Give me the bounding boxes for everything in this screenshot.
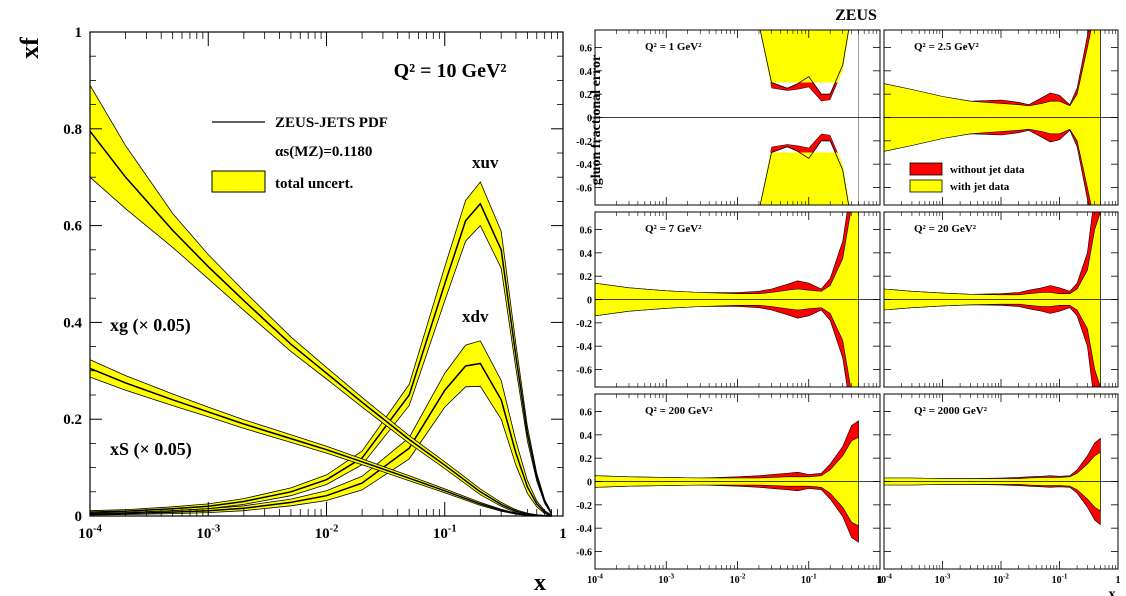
panel-x-tick-label: 10-2 [730, 573, 746, 587]
left-x-tick-label: 10-1 [433, 523, 457, 542]
left-y-axis-label: xf [15, 37, 44, 59]
left-x-tick-label: 10-3 [196, 523, 220, 542]
panel-y-tick-label: 0 [587, 478, 592, 489]
panel-x-tick-label: 10-2 [993, 573, 1009, 587]
panel-plot-area [595, 30, 859, 205]
panel-y-tick-label: 0.2 [580, 454, 593, 465]
panel-x-tick-label: 10-4 [876, 573, 892, 587]
panel-y-tick-label: 0.2 [580, 90, 593, 101]
panel-y-tick-label: 0.4 [580, 249, 593, 260]
panel-y-tick-label: -0.4 [576, 342, 592, 353]
left-x-tick-label: 10-4 [78, 523, 102, 542]
left-y-tick-label: 0.2 [63, 412, 82, 428]
panel-y-tick-label: 0 [587, 114, 592, 125]
left-x-tick-label: 1 [559, 526, 567, 542]
left-y-tick-label: 0 [75, 509, 83, 525]
series-label-xuv: xuv [472, 153, 499, 172]
panel-x-tick-label: 1 [878, 575, 883, 586]
panel-q2-label: Q² = 20 GeV² [914, 223, 977, 235]
panel-q2-label: Q² = 2.5 GeV² [914, 41, 980, 53]
legend-line-label: ZEUS-JETS PDF [275, 115, 388, 131]
series-label-xg: xg (× 0.05) [110, 315, 191, 336]
panel-y-tick-label: -0.4 [576, 524, 592, 535]
right-title: ZEUS [835, 7, 877, 24]
panel-y-tick-label: -0.2 [576, 137, 592, 148]
panel-y-tick-label: -0.2 [576, 501, 592, 512]
legend-without-swatch [909, 162, 943, 176]
panel-y-tick-label: 0.6 [580, 408, 593, 419]
without-upper-edge [759, 30, 850, 95]
left-x-axis-label: x [534, 570, 546, 596]
series-label-xs: xS (× 0.05) [110, 439, 192, 460]
panel-y-tick-label: 0.6 [580, 44, 593, 55]
without-lower-edge [759, 140, 850, 205]
panel-y-tick-label: -0.6 [576, 184, 592, 195]
panel-q2-label: Q² = 200 GeV² [645, 405, 713, 417]
panel-q2-label: Q² = 2000 GeV² [914, 405, 988, 417]
panel-x-tick-label: 10-3 [935, 573, 951, 587]
left-y-tick-label: 0.8 [63, 122, 82, 138]
panel-y-tick-label: -0.2 [576, 319, 592, 330]
panel-y-tick-label: 0.6 [580, 226, 593, 237]
right-x-axis-label: x [1109, 587, 1116, 596]
panel-x-tick-label: 10-1 [1052, 573, 1068, 587]
left-y-tick-label: 0.6 [63, 219, 82, 235]
panel-y-tick-label: 0.2 [580, 272, 593, 283]
panel-y-tick-label: 0.4 [580, 431, 593, 442]
panel-q2-label: Q² = 1 GeV² [645, 41, 702, 53]
band-upper-edge-0 [89, 181, 552, 513]
legend-without-label: without jet data [950, 164, 1025, 176]
left-y-tick-label: 0.4 [63, 315, 82, 331]
band-upper-edge-1 [89, 340, 552, 516]
legend-with-swatch [909, 179, 943, 193]
panel-y-tick-label: -0.4 [576, 160, 592, 171]
panel-y-tick-label: -0.6 [576, 366, 592, 377]
panel-x-tick-label: 10-3 [658, 573, 674, 587]
panel-x-tick-label: 10-4 [587, 573, 603, 587]
band-upper-edge-2 [89, 84, 552, 517]
series-line-0 [89, 202, 553, 514]
right-y-axis-label: gluon fractional error [589, 55, 604, 185]
legend-alpha-label: αs(MZ)=0.1180 [275, 144, 372, 160]
panel-y-tick-label: 0 [587, 296, 592, 307]
left-y-tick-label: 1 [75, 25, 83, 41]
panel-q2-label: Q² = 7 GeV² [645, 223, 702, 235]
panel-x-tick-label: 10-1 [801, 573, 817, 587]
panel-y-tick-label: 0.4 [580, 67, 593, 78]
band-lower-edge-1 [89, 385, 552, 517]
panel-x-tick-label: 1 [1116, 575, 1121, 586]
panel-y-tick-label: -0.6 [576, 548, 592, 559]
legend-band-swatch [211, 170, 266, 193]
legend-band-label: total uncert. [275, 176, 354, 192]
legend-with-label: with jet data [950, 181, 1010, 193]
series-label-xdv: xdv [462, 307, 489, 326]
series-line-1 [89, 362, 552, 517]
left-x-tick-label: 10-2 [315, 523, 339, 542]
series-line-3 [89, 367, 552, 517]
scale-label: Q² = 10 GeV² [394, 60, 507, 82]
